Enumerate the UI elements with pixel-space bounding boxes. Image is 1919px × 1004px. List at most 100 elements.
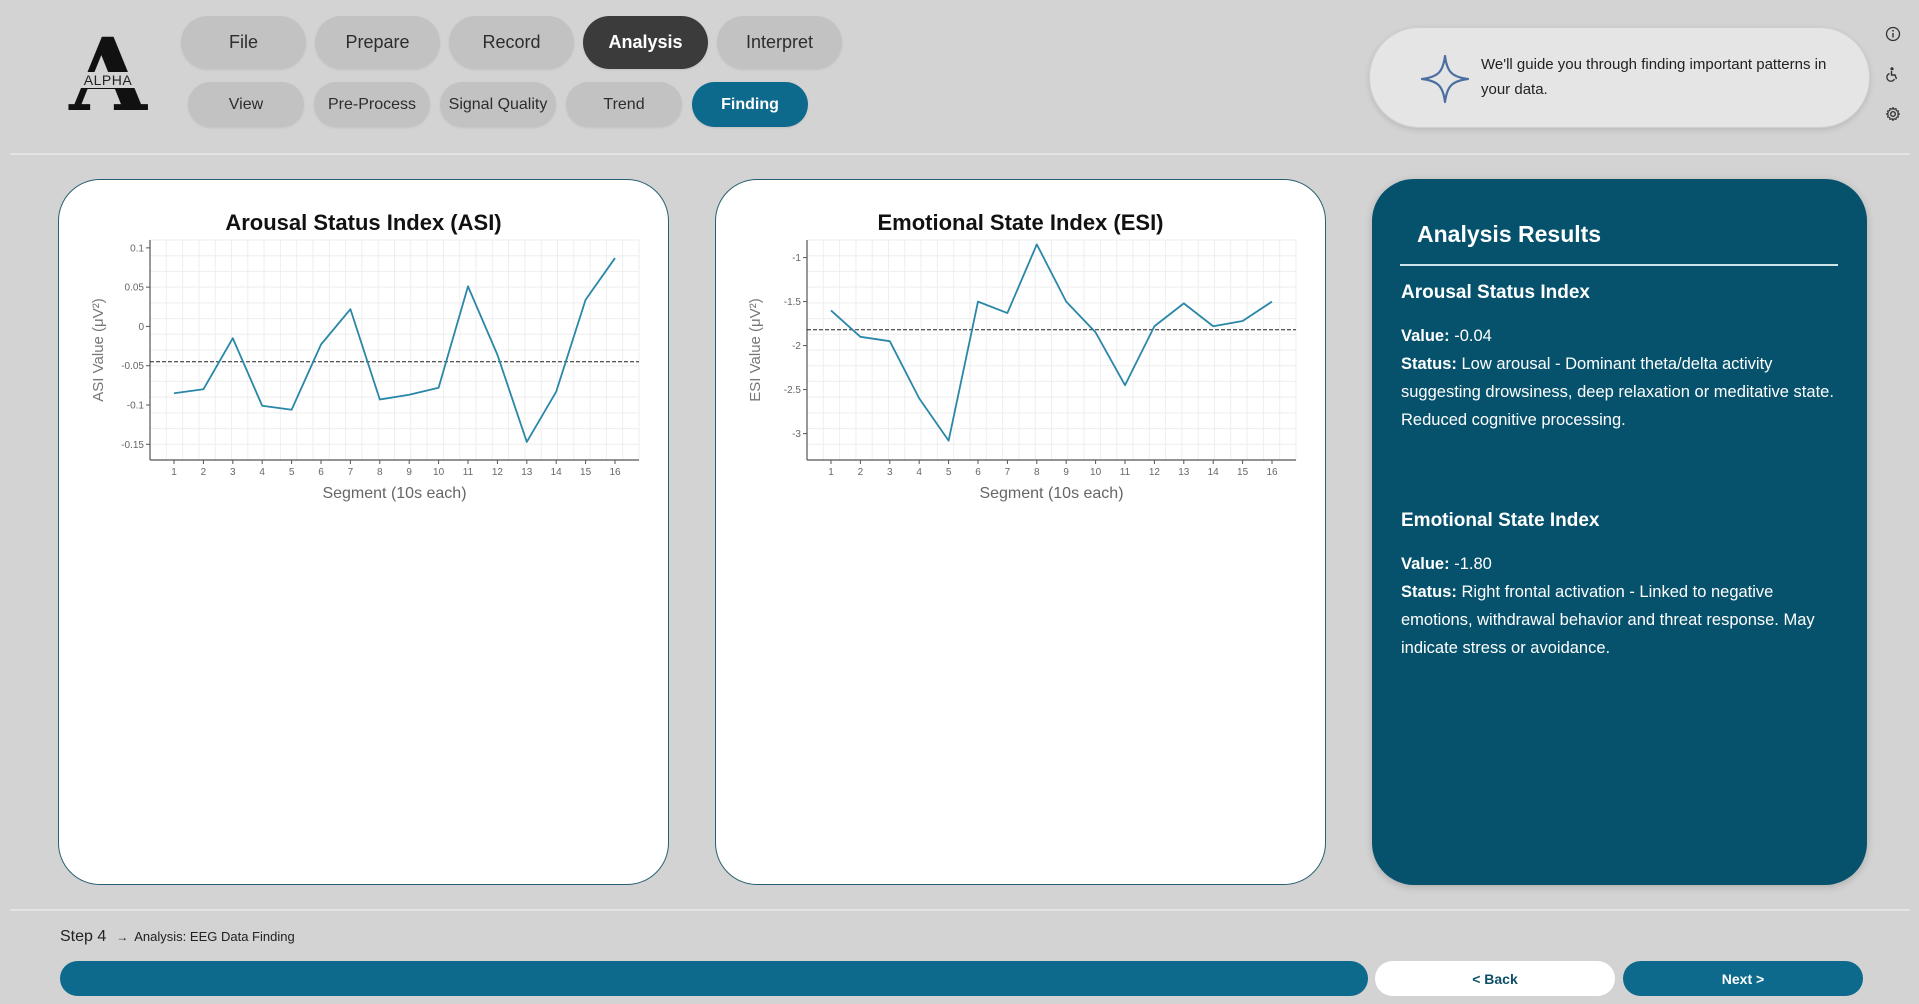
esi-value: -1.80 [1449,555,1492,573]
primary-nav: File Prepare Record Analysis Interpret [181,16,842,69]
arrow-right-icon: → [116,930,129,944]
series-line [173,257,616,443]
x-tick-label: 10 [1090,467,1102,478]
x-tick-label: 11 [1120,467,1131,478]
x-tick-label: 14 [1208,467,1220,478]
subtab-pre-process[interactable]: Pre-Process [314,82,430,127]
value-label: Value: [1401,327,1450,345]
header-divider [10,153,1910,155]
series-line [830,243,1273,442]
guide-text: We'll guide you through finding importan… [1481,56,1827,98]
asi-chart-card: Arousal Status Index (ASI) 0.1 0.05 0 -0.05… [58,179,669,885]
y-tick-label: -3 [792,429,801,440]
settings-icon[interactable] [1884,106,1902,124]
side-toolbar [1884,26,1902,146]
x-tick-label: 4 [916,467,922,478]
x-tick-label: 2 [201,467,207,478]
y-tick-label: 0.05 [125,283,145,294]
results-divider [1400,264,1838,266]
x-tick-label: 16 [1266,467,1278,478]
x-axis-label: Segment (10s each) [979,485,1123,502]
esi-details: Value: -1.80 Status: Right frontal activ… [1401,550,1841,662]
x-tick-label: 13 [1178,467,1190,478]
esi-chart-card: Emotional State Index (ESI) -1 -1.5 -2 -2.5… [715,179,1326,885]
step-indicator: Step 4 → Analysis: EEG Data Finding [60,928,295,946]
x-tick-label: 15 [580,467,592,478]
analysis-results-panel: Analysis Results Arousal Status Index Va… [1372,179,1867,885]
subtab-signal-quality[interactable]: Signal Quality [440,82,556,127]
x-tick-label: 10 [433,467,445,478]
tab-record[interactable]: Record [449,16,574,69]
x-tick-label: 13 [521,467,533,478]
footer-divider [10,909,1910,911]
y-tick-label: -2.5 [784,385,802,396]
x-tick-label: 11 [463,467,474,478]
y-tick-label: -1.5 [784,297,802,308]
status-label: Status: [1401,583,1457,601]
info-icon[interactable] [1884,26,1902,44]
x-tick-label: 15 [1237,467,1249,478]
results-heading: Analysis Results [1417,221,1602,247]
asi-value: -0.04 [1449,327,1492,345]
x-tick-label: 5 [289,467,295,478]
step-description: Analysis: EEG Data Finding [134,929,295,944]
x-tick-label: 3 [230,467,236,478]
y-axis-label: ESI Value (μV²) [747,298,764,401]
chart-title: Emotional State Index (ESI) [877,210,1164,235]
asi-chart: 0.10.050-0.05-0.1-0.151 2 3 4 5 6 7 8 9 10 11 12 13 1… [90,239,640,502]
y-tick-label: -0.15 [121,440,144,451]
esi-chart: -1-1.5-2-2.5-31 2 3 4 5 6 7 8 9 10 11 12 13 14 15 16Seg… [747,239,1297,502]
y-tick-label: -0.1 [127,401,145,412]
esi-status: Right frontal activation - Linked to neg… [1401,583,1815,657]
x-tick-label: 1 [171,467,177,478]
status-label: Status: [1401,355,1457,373]
x-tick-label: 1 [828,467,834,478]
esi-section-title: Emotional State Index [1401,510,1600,531]
y-tick-label: -2 [792,341,801,352]
x-tick-label: 16 [609,467,621,478]
x-axis-label: Segment (10s each) [322,485,466,502]
tab-file[interactable]: File [181,16,306,69]
next-button[interactable]: Next > [1623,961,1863,996]
x-tick-label: 12 [492,467,504,478]
accessibility-icon[interactable] [1884,66,1902,84]
tab-prepare[interactable]: Prepare [315,16,440,69]
x-tick-label: 4 [259,467,265,478]
x-tick-label: 8 [377,467,383,478]
x-tick-label: 2 [858,467,864,478]
asi-section-title: Arousal Status Index [1401,282,1590,303]
tab-analysis[interactable]: Analysis [583,16,708,69]
logo-word: ALPHA [64,72,152,88]
chart-title: Arousal Status Index (ASI) [225,210,502,235]
asi-status: Low arousal - Dominant theta/delta activ… [1401,355,1834,429]
y-tick-label: -0.05 [121,361,144,372]
x-tick-label: 12 [1149,467,1161,478]
tab-interpret[interactable]: Interpret [717,16,842,69]
x-tick-label: 9 [406,467,412,478]
x-tick-label: 8 [1034,467,1040,478]
step-number: Step 4 [60,928,107,945]
guide-bubble: We'll guide you through finding importan… [1369,27,1870,128]
back-button[interactable]: < Back [1375,961,1615,996]
y-tick-label: -1 [792,253,801,264]
x-tick-label: 14 [551,467,563,478]
asi-details: Value: -0.04 Status: Low arousal - Domin… [1401,322,1841,434]
y-tick-label: 0.1 [130,243,144,254]
sparkle-icon [1420,54,1470,104]
secondary-nav: View Pre-Process Signal Quality Trend Fi… [188,82,808,127]
progress-bar [60,961,1368,996]
y-tick-label: 0 [138,322,144,333]
x-tick-label: 6 [318,467,324,478]
x-tick-label: 3 [887,467,893,478]
x-tick-label: 6 [975,467,981,478]
x-tick-label: 5 [946,467,952,478]
y-axis-label: ASI Value (μV²) [90,298,107,401]
x-tick-label: 7 [1005,467,1011,478]
app-logo: A ALPHA [64,20,152,130]
subtab-trend[interactable]: Trend [566,82,682,127]
x-tick-label: 9 [1063,467,1069,478]
subtab-finding[interactable]: Finding [692,82,808,127]
x-tick-label: 7 [348,467,354,478]
value-label: Value: [1401,555,1450,573]
subtab-view[interactable]: View [188,82,304,127]
